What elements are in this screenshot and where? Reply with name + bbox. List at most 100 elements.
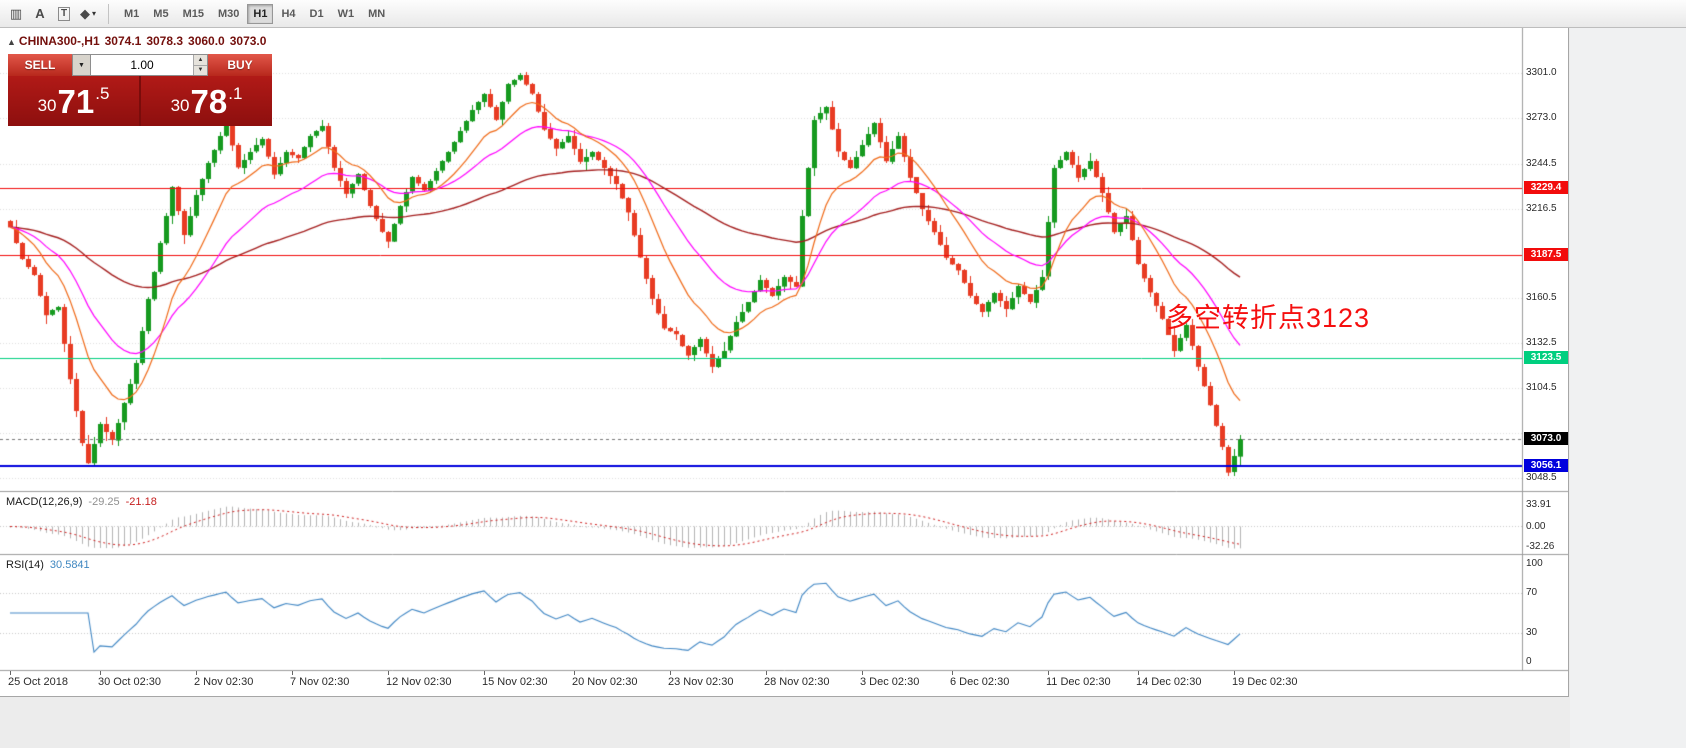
timeframe-m30[interactable]: M30 bbox=[217, 7, 240, 20]
macd-axis-tick: 33.91 bbox=[1526, 499, 1552, 510]
volume-increase-button[interactable]: ▲ bbox=[194, 55, 207, 66]
buy-price-button[interactable]: 30 78.1 bbox=[139, 76, 272, 126]
grid-pattern-icon[interactable]: ▥ bbox=[4, 3, 28, 25]
time-label: 14 Dec 02:30 bbox=[1136, 676, 1202, 688]
text-label-a-icon[interactable]: A bbox=[28, 3, 52, 25]
price-tick: 3216.5 bbox=[1526, 203, 1557, 214]
draw-shapes-glyph: ◆ bbox=[79, 5, 90, 21]
text-box-t-icon[interactable]: T bbox=[52, 3, 76, 25]
time-label: 20 Nov 02:30 bbox=[572, 676, 638, 688]
timeframe-m1[interactable]: M1 bbox=[124, 7, 140, 20]
price-tick: 3132.5 bbox=[1526, 337, 1557, 348]
price-tick: 3104.5 bbox=[1526, 382, 1557, 393]
buy-button[interactable]: BUY bbox=[208, 54, 272, 76]
volume-decrease-button[interactable]: ▼ bbox=[194, 65, 207, 75]
hline-price-tag: 3056.1 bbox=[1524, 459, 1568, 472]
volume-spinner: ▲ ▼ bbox=[193, 55, 207, 75]
timeframe-d1[interactable]: D1 bbox=[309, 7, 324, 20]
price-prefix: 30 bbox=[37, 96, 57, 115]
ohlc-open: 3074.1 bbox=[104, 34, 142, 48]
timeframe-h4[interactable]: H4 bbox=[281, 7, 296, 20]
rsi-title: RSI(14) bbox=[6, 559, 44, 571]
chart-ohlc-header: ▲ CHINA300-,H1 3074.1 3078.3 3060.0 3073.0 bbox=[7, 34, 271, 48]
time-tick bbox=[574, 671, 575, 675]
price-tick: 3048.5 bbox=[1526, 472, 1557, 483]
hline-price-tag: 3229.4 bbox=[1524, 181, 1568, 194]
time-tick bbox=[862, 671, 863, 675]
volume-box: ▲ ▼ bbox=[91, 54, 208, 76]
symbol-timeframe: CHINA300-,H1 bbox=[18, 34, 100, 48]
chart-canvas[interactable] bbox=[0, 28, 1568, 696]
ohlc-high: 3078.3 bbox=[146, 34, 184, 48]
draw-shapes-icon[interactable]: ◆ ▾ bbox=[76, 3, 100, 25]
price-big-digits: 78 bbox=[190, 82, 228, 120]
collapse-marker-icon[interactable]: ▲ bbox=[7, 37, 16, 47]
price-big-digits: 71 bbox=[57, 82, 95, 120]
volume-input[interactable] bbox=[91, 55, 193, 75]
time-tick bbox=[670, 671, 671, 675]
timeframe-m5[interactable]: M5 bbox=[153, 7, 169, 20]
price-tick: 3273.0 bbox=[1526, 112, 1557, 123]
macd-axis-tick: -32.26 bbox=[1526, 541, 1555, 552]
macd-axis-tick: 0.00 bbox=[1526, 521, 1546, 532]
time-tick bbox=[10, 671, 11, 675]
caret-down-icon: ▼ bbox=[78, 61, 85, 69]
time-tick bbox=[100, 671, 101, 675]
price-axis[interactable]: 3301.0 3273.0 3244.5 3216.5 3160.5 3132.5 3104… bbox=[1523, 28, 1568, 671]
time-label: 7 Nov 02:30 bbox=[290, 676, 350, 688]
chart-annotation-text[interactable]: 多空转折点3123 bbox=[1166, 303, 1371, 333]
time-tick bbox=[484, 671, 485, 675]
time-label: 15 Nov 02:30 bbox=[482, 676, 548, 688]
time-label: 28 Nov 02:30 bbox=[764, 676, 830, 688]
time-label: 3 Dec 02:30 bbox=[860, 676, 920, 688]
hline-price-tag: 3187.5 bbox=[1524, 248, 1568, 261]
time-tick bbox=[196, 671, 197, 675]
timeframe-buttons: M1 M5 M15 M30 H1 H4 D1 W1 MN bbox=[117, 3, 392, 24]
time-axis[interactable]: 25 Oct 2018 30 Oct 02:30 2 Nov 02:30 7 Nov … bbox=[0, 671, 1568, 696]
time-tick bbox=[1138, 671, 1139, 675]
current-price-tag: 3073.0 bbox=[1524, 432, 1568, 445]
dropdown-caret-icon: ▾ bbox=[91, 9, 96, 18]
volume-dropdown-button[interactable]: ▼ bbox=[72, 54, 91, 76]
text-label-a-glyph: A bbox=[35, 6, 45, 21]
time-label: 19 Dec 02:30 bbox=[1232, 676, 1298, 688]
time-tick bbox=[952, 671, 953, 675]
drawing-tools-group: ▥ A T ◆ ▾ bbox=[4, 3, 100, 25]
workspace: ▲ CHINA300-,H1 3074.1 3078.3 3060.0 3073.0 SE… bbox=[0, 28, 1686, 748]
ohlc-close: 3073.0 bbox=[229, 34, 267, 48]
toolbar: ▥ A T ◆ ▾ M1 M5 M15 M30 H1 H4 D1 W1 MN bbox=[0, 0, 1686, 28]
time-tick bbox=[1234, 671, 1235, 675]
sell-button[interactable]: SELL bbox=[8, 54, 72, 76]
toolbar-separator bbox=[108, 3, 109, 24]
time-tick bbox=[766, 671, 767, 675]
time-label: 11 Dec 02:30 bbox=[1046, 676, 1111, 688]
price-fraction: .5 bbox=[95, 84, 110, 103]
hline-price-tag: 3123.5 bbox=[1524, 351, 1568, 364]
rsi-indicator-label: RSI(14) 30.5841 bbox=[6, 559, 90, 571]
price-tick: 3244.5 bbox=[1526, 158, 1557, 169]
mdi-background-right bbox=[1570, 28, 1686, 748]
time-label: 2 Nov 02:30 bbox=[194, 676, 254, 688]
timeframe-mn[interactable]: MN bbox=[368, 7, 386, 20]
time-label: 6 Dec 02:30 bbox=[950, 676, 1010, 688]
rsi-axis-tick: 100 bbox=[1526, 558, 1543, 569]
rsi-axis-tick: 30 bbox=[1526, 627, 1538, 638]
chart-window[interactable]: ▲ CHINA300-,H1 3074.1 3078.3 3060.0 3073.0 SE… bbox=[0, 28, 1569, 697]
macd-main-value: -29.25 bbox=[88, 496, 120, 508]
rsi-axis-tick: 0 bbox=[1526, 656, 1532, 667]
ohlc-low: 3060.0 bbox=[188, 34, 225, 48]
rsi-axis-tick: 70 bbox=[1526, 587, 1538, 598]
price-tick: 3160.5 bbox=[1526, 292, 1557, 303]
timeframe-h1[interactable]: H1 bbox=[247, 3, 274, 24]
timeframe-w1[interactable]: W1 bbox=[337, 7, 355, 20]
time-label: 12 Nov 02:30 bbox=[386, 676, 452, 688]
sell-price-button[interactable]: 30 71.5 bbox=[8, 76, 139, 126]
timeframe-m15[interactable]: M15 bbox=[182, 7, 204, 20]
price-tick: 3301.0 bbox=[1526, 67, 1557, 78]
macd-title: MACD(12,26,9) bbox=[6, 496, 83, 508]
text-box-t-glyph: T bbox=[57, 6, 71, 21]
rsi-value: 30.5841 bbox=[49, 559, 90, 571]
time-label: 25 Oct 2018 bbox=[8, 676, 68, 688]
time-tick bbox=[388, 671, 389, 675]
